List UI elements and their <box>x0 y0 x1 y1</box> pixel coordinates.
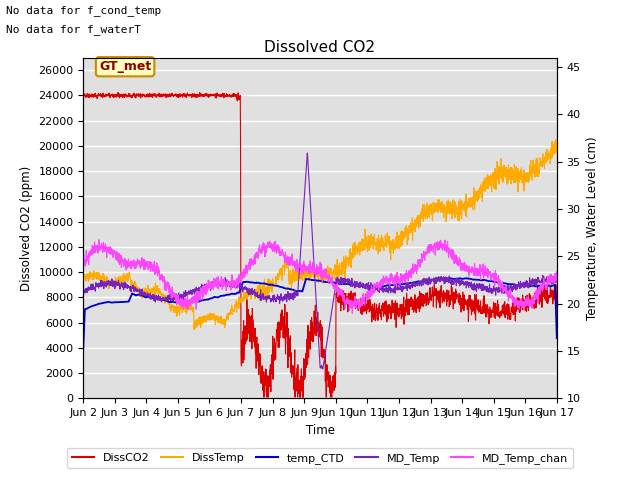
Legend: DissCO2, DissTemp, temp_CTD, MD_Temp, MD_Temp_chan: DissCO2, DissTemp, temp_CTD, MD_Temp, MD… <box>67 448 573 468</box>
Text: No data for f_waterT: No data for f_waterT <box>6 24 141 35</box>
X-axis label: Time: Time <box>305 424 335 437</box>
Y-axis label: Temperature, Water Level (cm): Temperature, Water Level (cm) <box>586 136 599 320</box>
Text: No data for f_cond_temp: No data for f_cond_temp <box>6 5 162 16</box>
Title: Dissolved CO2: Dissolved CO2 <box>264 40 376 55</box>
Text: GT_met: GT_met <box>99 60 151 73</box>
Y-axis label: Dissolved CO2 (ppm): Dissolved CO2 (ppm) <box>20 166 33 290</box>
